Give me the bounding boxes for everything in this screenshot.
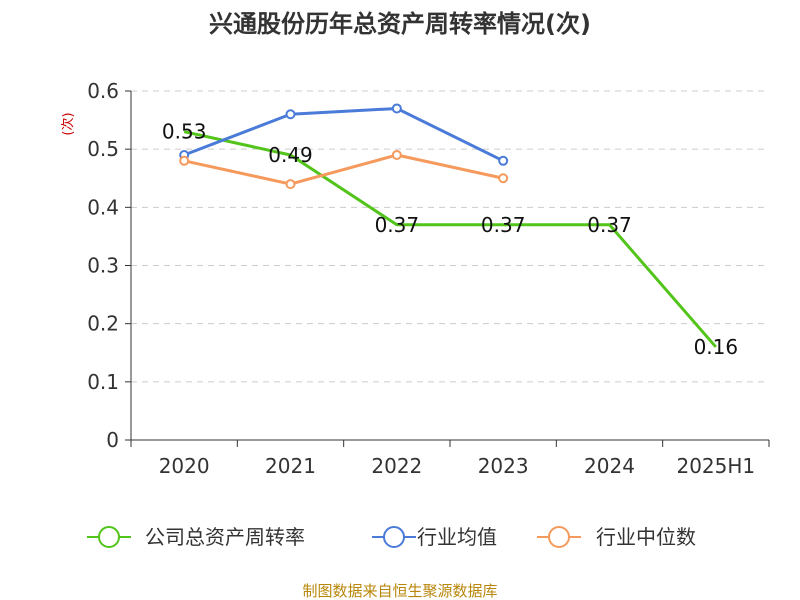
legend[interactable]: 公司总资产周转率 行业均值 行业中位数 [87,525,696,549]
legend-label: 行业中位数 [596,525,696,549]
data-label: 0.49 [268,143,313,167]
axes: 0 0.1 0.2 0.3 0.4 0.5 0.6 2020 2021 2022 2023 2024 2… [87,79,770,478]
series-line [183,106,504,163]
x-tick-label: 2024 [584,454,635,478]
grid [131,90,769,383]
data-point [391,149,402,160]
legend-item-2[interactable]: 行业中位数 [537,525,696,549]
y-tick-label: 0.3 [87,254,119,278]
legend-label: 公司总资产周转率 [145,525,305,549]
y-tick-label: 0 [106,428,119,452]
data-label: 0.37 [587,213,632,237]
legend-swatch-marker [548,526,570,548]
legend-item-1[interactable]: 行业均值 [372,525,497,549]
x-tick-label: 2022 [371,454,422,478]
chart-title: 兴通股份历年总资产周转率情况(次) [209,10,591,38]
legend-label: 行业均值 [417,525,497,549]
y-tick-label: 0.6 [87,79,119,103]
legend-item-0[interactable]: 公司总资产周转率 [87,525,305,549]
series-1 [179,103,509,166]
series-2 [179,149,509,190]
x-tick-label: 2025H1 [676,454,755,478]
y-tick-label: 0.1 [87,370,119,394]
y-axis-label: (次) [60,112,76,135]
series-0: 0.53 0.49 0.37 0.37 0.37 0.16 [162,120,738,359]
legend-swatch-marker [98,526,120,548]
y-tick-label: 0.2 [87,312,119,336]
data-point [498,173,509,184]
data-point [285,179,296,190]
x-tick-label: 2021 [265,454,316,478]
data-point [179,155,190,166]
series-line [183,153,504,186]
data-point [498,155,509,166]
source-note: 制图数据来自恒生聚源数据库 [302,582,497,600]
x-tick-label: 2023 [478,454,529,478]
data-label: 0.37 [481,213,526,237]
y-tick-label: 0.5 [87,137,119,161]
data-label: 0.16 [694,335,739,359]
x-tick-label: 2020 [159,454,210,478]
data-label: 0.53 [162,120,207,144]
legend-swatch-marker [383,526,405,548]
y-tick-label: 0.4 [87,195,119,219]
series-line [183,130,717,348]
series-group: 0.53 0.49 0.37 0.37 0.37 0.16 [162,103,738,359]
data-label: 0.37 [375,213,420,237]
data-point [391,103,402,114]
data-point [285,109,296,120]
